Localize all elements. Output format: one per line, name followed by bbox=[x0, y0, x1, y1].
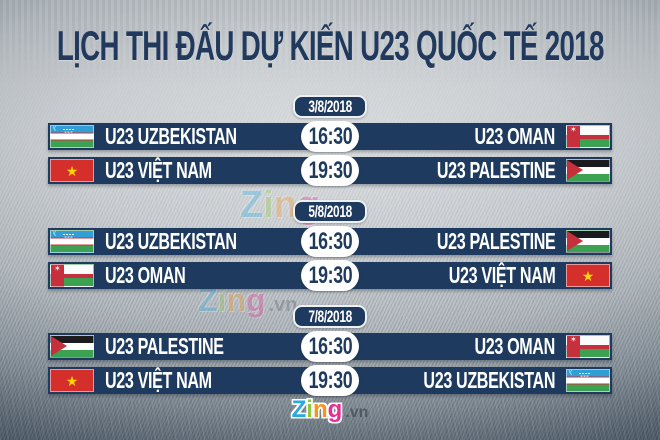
home-team-flag-icon bbox=[50, 159, 94, 182]
away-team: U23 PALESTINE bbox=[377, 157, 564, 184]
match-time: 16:30 bbox=[308, 332, 352, 360]
match-time-pill: 16:30 bbox=[301, 121, 359, 152]
away-team-flag-icon bbox=[566, 369, 610, 392]
zing-logo-letter: Z bbox=[291, 396, 307, 423]
home-team: U23 VIỆT NAM bbox=[96, 157, 266, 184]
home-team-flag-icon bbox=[50, 369, 94, 392]
match-date-badge: 3/8/2018 bbox=[293, 95, 367, 118]
page-title: LỊCH THI ĐẤU DỰ KIẾN U23 QUỐC TẾ 2018 bbox=[0, 22, 660, 70]
away-team-label: U23 VIỆT NAM bbox=[448, 262, 555, 288]
away-team-flag-icon bbox=[566, 230, 610, 253]
schedule: 3/8/2018 U23 UZBEKISTAN U23 OMAN 16:30 U… bbox=[48, 95, 612, 410]
away-team-label: U23 UZBEKISTAN bbox=[423, 367, 555, 393]
match-time: 16:30 bbox=[308, 227, 352, 255]
zing-logo-letter: i bbox=[306, 396, 313, 423]
match-day-1: 3/8/2018 U23 UZBEKISTAN U23 OMAN 16:30 U… bbox=[48, 95, 612, 186]
match-day-2: 5/8/2018 U23 UZBEKISTAN U23 PALESTINE 16… bbox=[48, 200, 612, 291]
match-time-pill: 19:30 bbox=[301, 260, 359, 291]
match-time-pill: 19:30 bbox=[301, 365, 359, 396]
home-team-label: U23 VIỆT NAM bbox=[105, 157, 212, 183]
match-date: 5/8/2018 bbox=[308, 201, 352, 221]
away-team: U23 UZBEKISTAN bbox=[358, 367, 564, 394]
away-team-flag-icon bbox=[566, 159, 610, 182]
away-team: U23 OMAN bbox=[431, 123, 564, 150]
home-team-label: U23 OMAN bbox=[105, 262, 186, 288]
away-team-flag-icon bbox=[566, 125, 610, 148]
match-time: 16:30 bbox=[308, 122, 352, 150]
match-time: 19:30 bbox=[308, 261, 352, 289]
away-team-label: U23 OMAN bbox=[474, 123, 556, 149]
match-time-pill: 19:30 bbox=[301, 155, 359, 186]
match-row: U23 UZBEKISTAN U23 OMAN 16:30 bbox=[48, 121, 612, 152]
away-team-label: U23 PALESTINE bbox=[436, 157, 555, 183]
home-team: U23 PALESTINE bbox=[96, 333, 283, 360]
home-team-flag-icon bbox=[50, 125, 94, 148]
away-team: U23 VIỆT NAM bbox=[394, 262, 564, 289]
away-team-flag-icon bbox=[566, 335, 610, 358]
away-team-label: U23 OMAN bbox=[474, 333, 556, 359]
away-team: U23 OMAN bbox=[431, 333, 564, 360]
match-day-3: 7/8/2018 U23 PALESTINE U23 OMAN 16:30 U2… bbox=[48, 305, 612, 396]
zing-logo-letter: n bbox=[312, 396, 328, 423]
away-team-label: U23 PALESTINE bbox=[436, 228, 555, 254]
match-time-pill: 16:30 bbox=[301, 226, 359, 257]
match-row: U23 UZBEKISTAN U23 PALESTINE 16:30 bbox=[48, 226, 612, 257]
home-team-label: U23 UZBEKISTAN bbox=[105, 123, 237, 149]
away-team: U23 PALESTINE bbox=[377, 228, 564, 255]
match-row: U23 VIỆT NAM U23 PALESTINE 19:30 bbox=[48, 155, 612, 186]
home-team-flag-icon bbox=[50, 230, 94, 253]
zing-logo-letter: g bbox=[327, 396, 343, 423]
home-team: U23 UZBEKISTAN bbox=[96, 228, 302, 255]
home-team: U23 VIỆT NAM bbox=[96, 367, 266, 394]
home-team-flag-icon bbox=[50, 335, 94, 358]
match-date-badge: 7/8/2018 bbox=[293, 305, 367, 328]
match-row: U23 VIỆT NAM U23 UZBEKISTAN 19:30 bbox=[48, 365, 612, 396]
match-date-badge: 5/8/2018 bbox=[293, 200, 367, 223]
match-date: 3/8/2018 bbox=[308, 96, 352, 116]
match-row: U23 PALESTINE U23 OMAN 16:30 bbox=[48, 331, 612, 362]
zing-logo-suffix: .vn bbox=[345, 404, 369, 421]
match-row: U23 OMAN U23 VIỆT NAM 19:30 bbox=[48, 260, 612, 291]
home-team-label: U23 VIỆT NAM bbox=[105, 367, 212, 393]
home-team: U23 OMAN bbox=[96, 262, 229, 289]
home-team: U23 UZBEKISTAN bbox=[96, 123, 302, 150]
match-time-pill: 16:30 bbox=[301, 331, 359, 362]
away-team-flag-icon bbox=[566, 264, 610, 287]
page-title-text: LỊCH THI ĐẤU DỰ KIẾN U23 QUỐC TẾ 2018 bbox=[56, 22, 605, 69]
match-time: 19:30 bbox=[308, 156, 352, 184]
home-team-label: U23 UZBEKISTAN bbox=[105, 228, 237, 254]
match-date: 7/8/2018 bbox=[308, 306, 352, 326]
home-team-label: U23 PALESTINE bbox=[105, 333, 224, 359]
home-team-flag-icon bbox=[50, 264, 94, 287]
match-time: 19:30 bbox=[308, 366, 352, 394]
